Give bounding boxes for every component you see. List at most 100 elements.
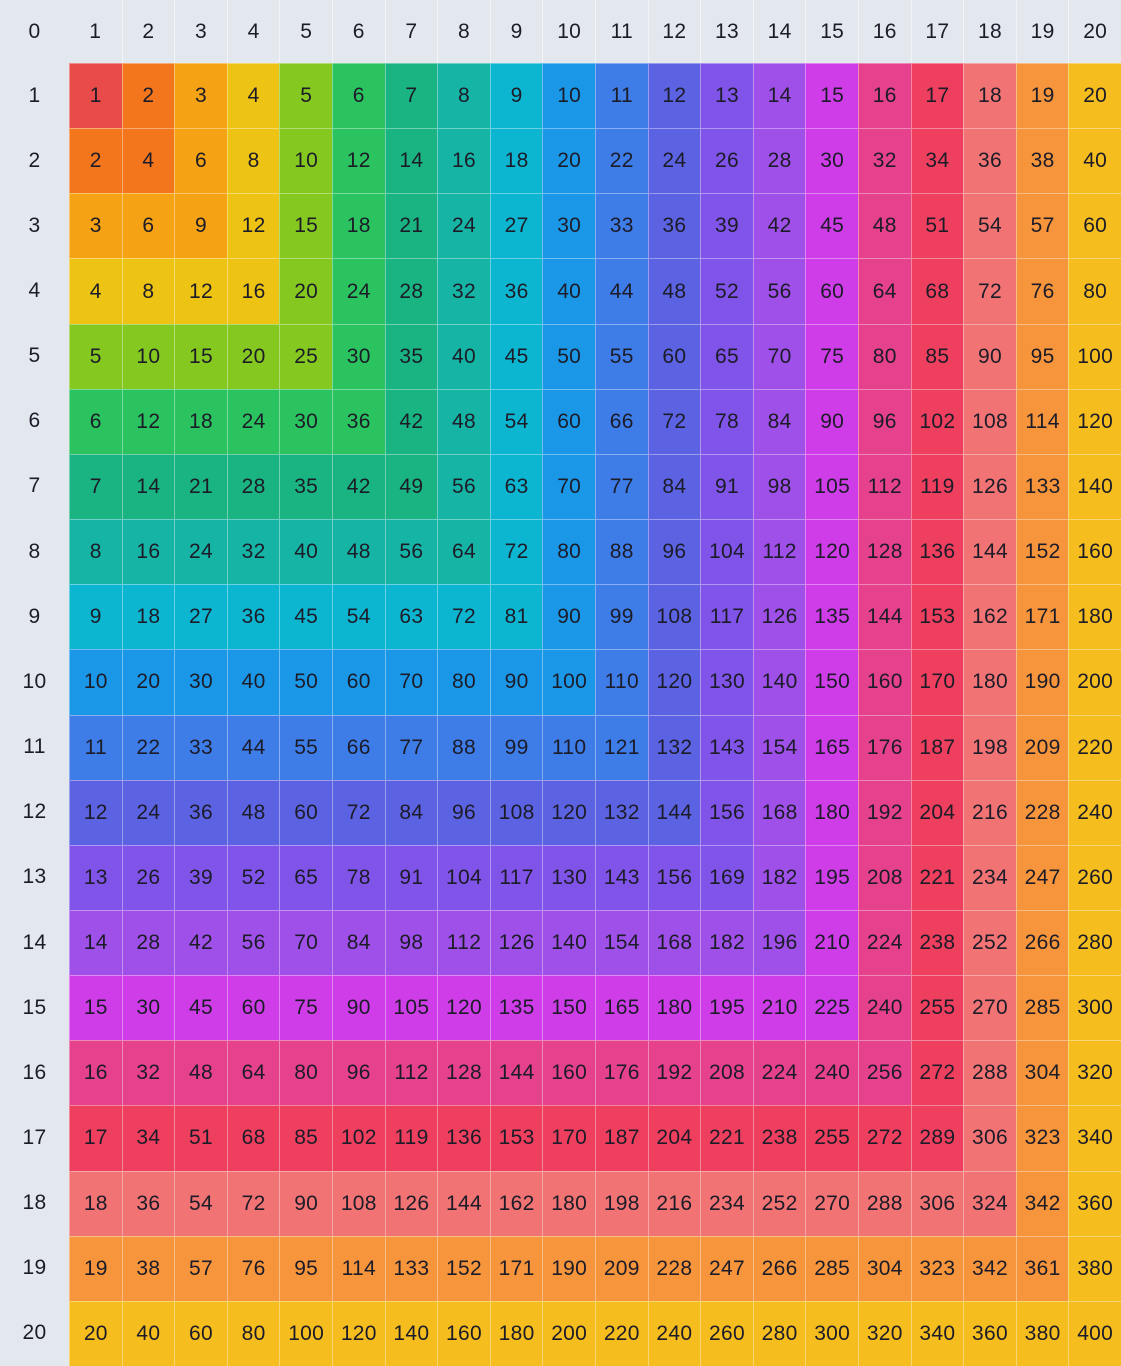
product-cell: 140 <box>752 649 806 715</box>
product-cell: 39 <box>700 193 753 259</box>
product-cell: 221 <box>910 844 964 910</box>
product-cell: 176 <box>857 714 911 780</box>
product-cell: 126 <box>752 584 806 650</box>
product-cell: 28 <box>384 258 438 324</box>
product-cell: 150 <box>542 975 595 1041</box>
product-cell: 304 <box>1015 1040 1069 1106</box>
product-cell: 6 <box>174 128 227 194</box>
product-cell: 196 <box>752 909 806 976</box>
product-cell: 170 <box>542 1105 595 1171</box>
product-cell: 154 <box>594 909 648 976</box>
product-cell: 136 <box>910 519 964 585</box>
product-cell: 144 <box>647 779 701 845</box>
product-cell: 40 <box>279 519 332 585</box>
product-cell: 22 <box>594 128 648 194</box>
product-cell: 18 <box>331 193 385 259</box>
column-header-5: 5 <box>279 0 332 63</box>
product-cell: 340 <box>910 1300 964 1366</box>
product-cell: 27 <box>489 193 543 259</box>
product-cell: 20 <box>226 323 280 389</box>
product-cell: 18 <box>69 1170 122 1236</box>
product-cell: 21 <box>174 453 227 520</box>
product-cell: 85 <box>279 1105 332 1171</box>
row-header-15: 15 <box>0 975 69 1041</box>
product-cell: 76 <box>226 1235 280 1301</box>
product-cell: 15 <box>69 975 122 1041</box>
product-cell: 180 <box>489 1300 543 1366</box>
product-cell: 84 <box>331 909 385 976</box>
product-cell: 72 <box>489 519 543 585</box>
product-cell: 60 <box>174 1300 227 1366</box>
product-cell: 110 <box>594 649 648 715</box>
product-cell: 10 <box>279 128 332 194</box>
product-cell: 36 <box>331 388 385 454</box>
product-cell: 100 <box>1068 323 1121 389</box>
product-cell: 165 <box>594 975 648 1041</box>
product-cell: 12 <box>121 388 175 454</box>
product-cell: 30 <box>279 388 332 454</box>
product-cell: 121 <box>594 714 648 780</box>
product-cell: 34 <box>121 1105 175 1171</box>
product-cell: 272 <box>910 1040 964 1106</box>
column-header-4: 4 <box>226 0 280 63</box>
product-cell: 60 <box>226 975 280 1041</box>
product-cell: 234 <box>700 1170 753 1236</box>
product-cell: 162 <box>963 584 1016 650</box>
product-cell: 30 <box>542 193 595 259</box>
product-cell: 320 <box>857 1300 911 1366</box>
product-cell: 78 <box>331 844 385 910</box>
product-cell: 91 <box>700 453 753 520</box>
product-cell: 96 <box>331 1040 385 1106</box>
product-cell: 75 <box>805 323 858 389</box>
product-cell: 56 <box>226 909 280 976</box>
product-cell: 144 <box>857 584 911 650</box>
product-cell: 260 <box>1068 844 1121 910</box>
product-cell: 12 <box>226 193 280 259</box>
product-cell: 140 <box>384 1300 438 1366</box>
product-cell: 40 <box>121 1300 175 1366</box>
product-cell: 154 <box>752 714 806 780</box>
product-cell: 288 <box>963 1040 1016 1106</box>
product-cell: 48 <box>331 519 385 585</box>
column-header-16: 16 <box>857 0 911 63</box>
product-cell: 60 <box>647 323 701 389</box>
product-cell: 204 <box>910 779 964 845</box>
product-cell: 95 <box>279 1235 332 1301</box>
product-cell: 30 <box>805 128 858 194</box>
row-header-17: 17 <box>0 1105 69 1171</box>
product-cell: 96 <box>857 388 911 454</box>
product-cell: 38 <box>1015 128 1069 194</box>
product-cell: 54 <box>489 388 543 454</box>
product-cell: 342 <box>1015 1170 1069 1236</box>
product-cell: 12 <box>331 128 385 194</box>
product-cell: 288 <box>857 1170 911 1236</box>
product-cell: 252 <box>752 1170 806 1236</box>
product-cell: 112 <box>857 453 911 520</box>
product-cell: 13 <box>69 844 122 910</box>
product-cell: 190 <box>542 1235 595 1301</box>
product-cell: 36 <box>174 779 227 845</box>
product-cell: 160 <box>542 1040 595 1106</box>
product-cell: 168 <box>752 779 806 845</box>
product-cell: 144 <box>489 1040 543 1106</box>
row-header-5: 5 <box>0 323 69 389</box>
product-cell: 260 <box>700 1300 753 1366</box>
product-cell: 117 <box>700 584 753 650</box>
product-cell: 80 <box>1068 258 1121 324</box>
column-header-17: 17 <box>910 0 964 63</box>
product-cell: 228 <box>1015 779 1069 845</box>
product-cell: 209 <box>1015 714 1069 780</box>
product-cell: 56 <box>437 453 490 520</box>
product-cell: 54 <box>963 193 1016 259</box>
product-cell: 102 <box>331 1105 385 1171</box>
column-header-8: 8 <box>437 0 490 63</box>
product-cell: 150 <box>805 649 858 715</box>
product-cell: 60 <box>805 258 858 324</box>
product-cell: 38 <box>121 1235 175 1301</box>
product-cell: 8 <box>121 258 175 324</box>
product-cell: 49 <box>384 453 438 520</box>
product-cell: 2 <box>121 63 175 129</box>
product-cell: 28 <box>226 453 280 520</box>
product-cell: 306 <box>910 1170 964 1236</box>
